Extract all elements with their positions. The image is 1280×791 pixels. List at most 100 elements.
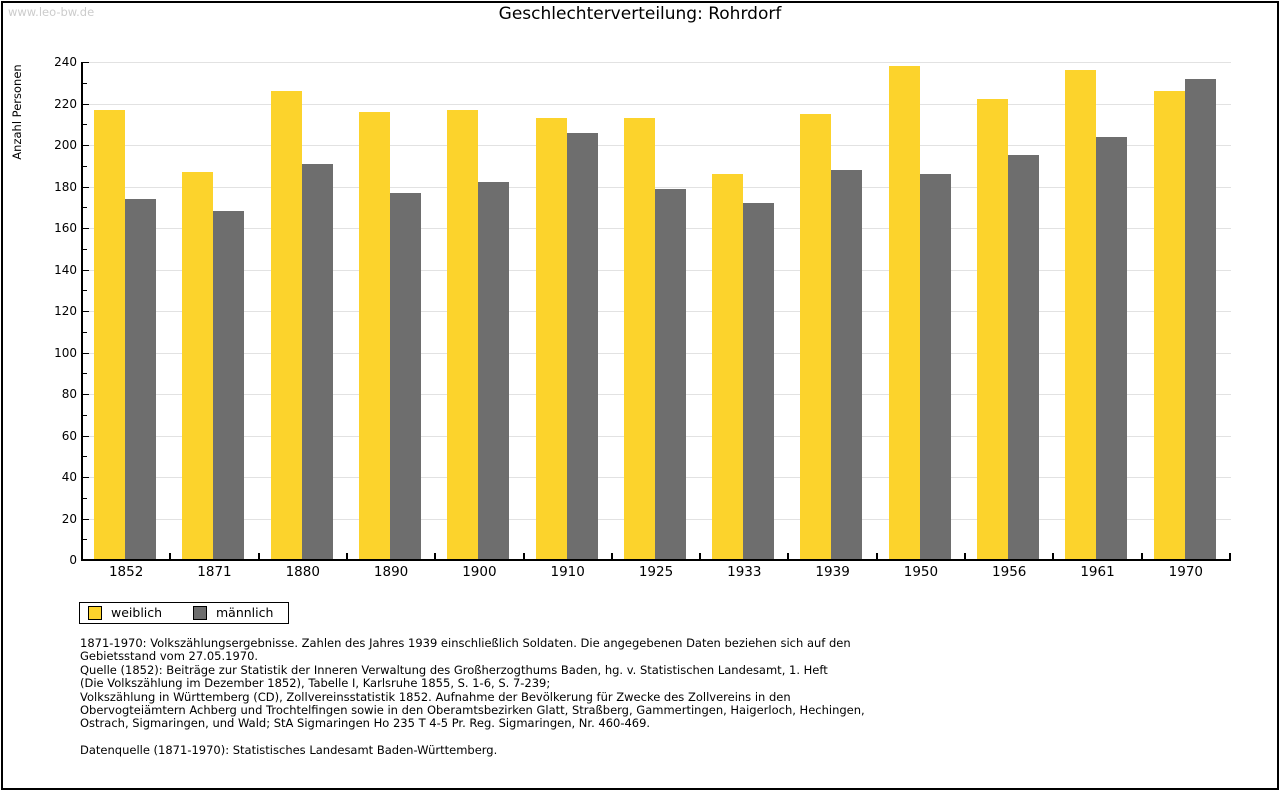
gridline	[83, 103, 1231, 105]
y-major-tick	[83, 311, 89, 312]
y-major-tick	[83, 228, 89, 229]
y-major-tick	[83, 62, 89, 63]
y-tick-label: 160	[54, 221, 77, 235]
y-minor-tick	[83, 414, 87, 416]
bar-maennlich-1925	[654, 188, 686, 560]
footnote-line: Obervogteiämtern Achberg und Trochtelfin…	[80, 703, 865, 718]
x-boundary-tick	[875, 553, 878, 559]
bar-weiblich-1950	[888, 66, 920, 560]
bar-weiblich-1880	[270, 91, 302, 560]
bar-weiblich-1910	[535, 118, 567, 560]
y-tick-label: 60	[61, 428, 77, 443]
x-tick-label: 1852	[108, 564, 144, 580]
y-minor-tick	[83, 373, 87, 375]
y-minor-tick	[83, 456, 87, 458]
bar-weiblich-1961	[1065, 70, 1097, 560]
bar-maennlich-1933	[743, 203, 775, 560]
bar-maennlich-1939	[831, 169, 863, 560]
y-minor-tick	[83, 82, 87, 84]
x-tick-label: 1939	[815, 564, 850, 580]
x-boundary-tick	[699, 553, 702, 559]
x-boundary-tick	[1229, 553, 1231, 559]
x-tick-label: 1890	[373, 564, 409, 580]
x-tick-label: 1933	[727, 564, 762, 580]
footnote-line	[80, 731, 1210, 744]
legend-label-weiblich: weiblich	[111, 605, 163, 620]
x-tick-label: 1880	[285, 564, 320, 580]
watermark: www.leo-bw.de	[8, 5, 95, 19]
bar-weiblich-1925	[623, 118, 655, 560]
y-minor-tick	[83, 290, 87, 292]
x-boundary-tick	[1052, 553, 1055, 559]
bar-weiblich-1900	[447, 109, 479, 560]
footnote-line: Datenquelle (1871-1970): Statistisches L…	[80, 743, 498, 758]
y-tick-label: 200	[54, 138, 77, 152]
x-tick-label: 1956	[992, 564, 1027, 580]
bar-weiblich-1852	[94, 109, 125, 560]
y-tick-label: 220	[54, 96, 77, 111]
y-tick-label: 40	[61, 470, 77, 484]
y-tick-label: 20	[61, 511, 77, 526]
bar-maennlich-1961	[1096, 136, 1128, 560]
bar-weiblich-1890	[358, 111, 390, 560]
y-tick-label: 240	[54, 55, 77, 69]
y-major-tick	[83, 518, 89, 520]
x-tick-label: 1970	[1168, 564, 1204, 580]
y-minor-tick	[83, 331, 87, 333]
gridline	[83, 145, 1231, 146]
x-boundary-tick	[964, 553, 967, 559]
y-major-tick	[83, 394, 89, 395]
x-tick-label: 1950	[903, 564, 939, 580]
bar-weiblich-1871	[182, 171, 214, 560]
bar-weiblich-1970	[1153, 91, 1185, 560]
y-major-tick	[83, 145, 89, 146]
footnote-line: Gebietsstand vom 27.05.1970.	[80, 649, 259, 664]
x-boundary-tick	[81, 553, 83, 559]
chart-title: Geschlechterverteilung: Rohrdorf	[498, 4, 782, 24]
x-boundary-tick	[169, 553, 172, 559]
bar-maennlich-1852	[125, 198, 156, 560]
footnote-line: Ostrach, Sigmaringen, und Wald; StA Sigm…	[80, 716, 651, 731]
y-major-tick	[83, 352, 89, 354]
y-major-tick	[83, 435, 89, 437]
bar-maennlich-1950	[919, 174, 951, 560]
x-tick-label: 1910	[550, 564, 585, 580]
x-boundary-tick	[522, 553, 525, 559]
y-tick-label: 120	[54, 304, 77, 318]
y-axis-line	[81, 62, 83, 561]
gridline	[83, 186, 1231, 188]
bar-maennlich-1880	[301, 163, 333, 560]
legend-swatch-weiblich	[88, 606, 102, 620]
y-tick-label: 140	[54, 262, 77, 277]
x-tick-label: 1900	[462, 564, 497, 580]
x-tick-label: 1871	[197, 564, 232, 580]
y-major-tick	[83, 186, 89, 188]
legend-swatch-maennlich	[193, 606, 207, 620]
bar-maennlich-1970	[1184, 78, 1216, 560]
x-tick-label: 1925	[638, 564, 674, 580]
y-tick-label: 180	[54, 179, 77, 194]
bar-weiblich-1956	[977, 99, 1009, 560]
x-boundary-tick	[610, 553, 613, 559]
x-tick-label: 1961	[1080, 564, 1115, 580]
y-major-tick	[83, 269, 89, 271]
y-minor-tick	[83, 248, 87, 250]
bar-weiblich-1933	[712, 174, 744, 560]
y-minor-tick	[83, 207, 87, 209]
x-boundary-tick	[787, 553, 790, 559]
footnote-line: Volkszählung in Württemberg (CD), Zollve…	[80, 689, 791, 704]
x-boundary-tick	[1140, 553, 1143, 559]
footnotes: 1871-1970: Volkszählungsergebnisse. Zahl…	[80, 636, 1210, 758]
bar-maennlich-1956	[1008, 155, 1040, 560]
y-major-tick	[83, 103, 89, 105]
bar-maennlich-1910	[566, 132, 598, 560]
y-minor-tick	[83, 539, 87, 541]
bar-weiblich-1939	[800, 113, 832, 560]
legend: weiblich männlich	[79, 602, 289, 624]
y-tick-label: 100	[54, 345, 77, 360]
gridline	[83, 62, 1231, 63]
x-boundary-tick	[345, 553, 348, 559]
y-tick-label: 80	[61, 387, 77, 401]
x-boundary-tick	[434, 553, 437, 559]
